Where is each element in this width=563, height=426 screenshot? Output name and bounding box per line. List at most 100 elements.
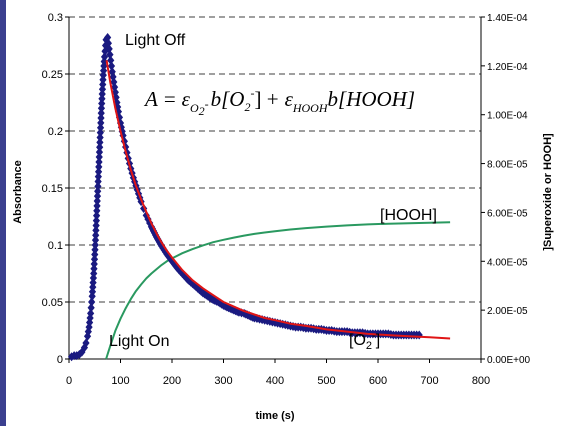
absorbance-point bbox=[91, 240, 99, 250]
y2-tick-label: 0.00E+00 bbox=[487, 355, 531, 366]
absorbance-point bbox=[93, 191, 102, 201]
absorbance-point bbox=[84, 327, 92, 337]
eq-equals: = bbox=[164, 87, 176, 111]
o2-label: [O2-] bbox=[349, 330, 380, 352]
absorbance-point bbox=[95, 162, 103, 172]
absorbance-point bbox=[93, 196, 101, 206]
left-border-bar bbox=[0, 0, 6, 426]
y2-tick-label: 1.20E-04 bbox=[487, 62, 528, 73]
absorbance-point bbox=[96, 133, 104, 143]
y-tick-label: 0.1 bbox=[48, 240, 63, 252]
absorbance-point bbox=[92, 225, 100, 235]
absorbance-diamond-series bbox=[67, 33, 423, 362]
absorbance-point bbox=[109, 72, 117, 82]
eq-lhs: A bbox=[143, 87, 158, 111]
absorbance-point bbox=[98, 98, 106, 108]
eq-eps1-sub3: - bbox=[205, 97, 209, 111]
absorbance-point bbox=[100, 52, 109, 62]
absorbance-point bbox=[89, 282, 97, 292]
y2-tick-label: 6.00E-05 bbox=[487, 208, 528, 219]
absorbance-point bbox=[91, 250, 99, 259]
eq-b2: b[HOOH] bbox=[328, 87, 416, 111]
absorbance-point bbox=[107, 61, 116, 71]
grid-lines bbox=[69, 16, 481, 303]
absorbance-point bbox=[99, 79, 107, 89]
absorbance-point bbox=[94, 167, 103, 177]
absorbance-point bbox=[95, 157, 103, 167]
eq-eps1: ε bbox=[182, 87, 191, 111]
absorbance-point bbox=[92, 220, 100, 230]
absorbance-point bbox=[92, 230, 100, 240]
absorbance-point bbox=[95, 152, 103, 162]
absorbance-point bbox=[97, 118, 105, 128]
absorbance-point bbox=[92, 211, 101, 221]
absorbance-point bbox=[87, 308, 95, 318]
absorbance-point bbox=[87, 303, 95, 313]
absorbance-point bbox=[90, 259, 98, 269]
absorbance-point bbox=[107, 55, 115, 65]
absorbance-point bbox=[82, 338, 90, 348]
y2-tick-label: 8.00E-05 bbox=[487, 160, 528, 171]
absorbance-point bbox=[91, 235, 100, 245]
eq-eps1-sub2: 2 bbox=[199, 104, 205, 118]
y-axis-title: Absorbance bbox=[12, 160, 24, 224]
eq-eps2-sub: HOOH bbox=[292, 101, 329, 115]
absorbance-point bbox=[78, 347, 86, 357]
absorbance-point bbox=[94, 172, 102, 182]
absorbance-point bbox=[116, 118, 125, 128]
hooh-series bbox=[105, 221, 451, 360]
x-tick-label: 800 bbox=[472, 375, 490, 387]
y2-tick-label: 2.00E-05 bbox=[487, 306, 528, 317]
y2-tick-label: 1.00E-04 bbox=[487, 111, 528, 122]
absorbance-point bbox=[88, 297, 96, 307]
y2-axis-title: ]Superoxide or HOOH] bbox=[542, 133, 554, 251]
tick-labels: 0 100 200 300 400 500 600 700 800 0 0.05 0.1 0.15 0.2… bbox=[42, 12, 531, 387]
eq-close1: ] + bbox=[254, 87, 278, 111]
o2-red-line bbox=[105, 60, 451, 340]
o2-label-sup: - bbox=[372, 330, 376, 342]
y-tick-label: 0.3 bbox=[48, 12, 63, 24]
light-off-label: Light Off bbox=[125, 32, 186, 49]
y-tick-label: 0.15 bbox=[42, 183, 63, 195]
hooh-line bbox=[105, 221, 451, 360]
absorbance-point bbox=[98, 89, 106, 99]
eq-o2-sup: - bbox=[250, 86, 254, 100]
absorbance-point bbox=[104, 33, 112, 43]
o2-label-close: ] bbox=[376, 332, 380, 349]
y2-tick-label: 1.40E-04 bbox=[487, 13, 528, 24]
absorbance-point bbox=[104, 38, 112, 48]
x-tick-label: 100 bbox=[111, 375, 129, 387]
eq-o2-sub: 2 bbox=[244, 100, 250, 114]
x-tick-label: 700 bbox=[420, 375, 438, 387]
eq-b1: b[O bbox=[211, 87, 245, 111]
y2-tick-label: 4.00E-05 bbox=[487, 257, 528, 268]
absorbance-point bbox=[100, 66, 108, 76]
absorbance-point bbox=[95, 147, 104, 157]
hooh-label: [HOOH] bbox=[380, 207, 437, 224]
x-tick-label: 200 bbox=[163, 375, 181, 387]
x-tick-label: 300 bbox=[214, 375, 232, 387]
o2-label-main: [O bbox=[349, 332, 366, 349]
eq-eps1-sub: O bbox=[190, 101, 199, 115]
absorbance-point bbox=[94, 186, 102, 196]
equation: A = εO2-b[O2-] + εHOOHb[HOOH] bbox=[143, 86, 415, 118]
y-tick-label: 0.2 bbox=[48, 126, 63, 138]
y-tick-label: 0.25 bbox=[42, 69, 63, 81]
eq-eps2: ε bbox=[285, 87, 294, 111]
o2-label-sub: 2 bbox=[366, 340, 372, 352]
absorbance-point bbox=[115, 112, 124, 122]
y-tick-label: 0 bbox=[57, 354, 63, 366]
absorbance-point bbox=[92, 216, 100, 226]
x-tick-label: 400 bbox=[266, 375, 284, 387]
o2-red-series bbox=[105, 60, 451, 340]
absorbance-point bbox=[100, 56, 108, 66]
absorbance-point bbox=[93, 206, 101, 216]
absorbance-point bbox=[93, 201, 101, 211]
absorbance-point bbox=[106, 50, 114, 60]
absorbance-point bbox=[96, 137, 104, 147]
absorbance-point bbox=[110, 82, 119, 92]
x-tick-label: 500 bbox=[317, 375, 335, 387]
x-tick-label: 0 bbox=[66, 375, 72, 387]
light-on-label: Light On bbox=[109, 333, 169, 350]
